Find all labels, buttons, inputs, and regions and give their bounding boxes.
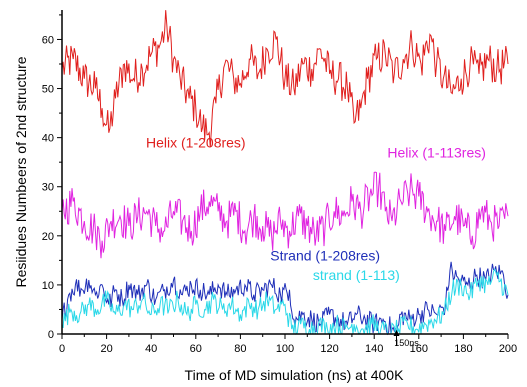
y-tick-label: 40 xyxy=(42,133,54,145)
y-axis-label: Resiidues Numbeers of 2nd structure xyxy=(13,56,29,287)
series-label-4: strand (1-113) xyxy=(313,267,400,283)
series-label-3: Strand (1-208res) xyxy=(270,247,380,263)
annotation-label: 150ns xyxy=(394,338,419,348)
y-tick-label: 30 xyxy=(42,182,54,194)
y-tick-label: 0 xyxy=(48,329,54,341)
series-label-1: Helix (1-208res) xyxy=(146,134,246,150)
x-tick-label: 200 xyxy=(499,343,517,355)
x-tick-label: 20 xyxy=(100,343,112,355)
x-tick-label: 0 xyxy=(59,343,65,355)
series-line-3 xyxy=(61,261,509,336)
series-line-2 xyxy=(61,171,509,259)
y-tick-label: 50 xyxy=(42,84,54,96)
axes: 0 20 40 60 80 100 120 140 160 180 200 0 10 20 30 40 50 60 xyxy=(42,10,517,355)
x-tick-label: 60 xyxy=(190,343,202,355)
x-axis-label: Time of MD simulation (ns) at 400K xyxy=(185,367,405,383)
x-tick-label: 180 xyxy=(454,343,472,355)
x-tick-label: 140 xyxy=(365,343,383,355)
x-tick-label: 160 xyxy=(410,343,428,355)
y-tick-label: 20 xyxy=(42,231,54,243)
labels: Helix (1-208res) Helix (1-113res) Strand (… xyxy=(146,134,486,348)
series-layer xyxy=(61,10,509,336)
series-line-4 xyxy=(61,267,509,335)
x-tick-label: 40 xyxy=(145,343,157,355)
series-label-2: Helix (1-113res) xyxy=(387,144,486,160)
x-tick-label: 120 xyxy=(320,343,338,355)
annotation-arrowhead xyxy=(393,330,400,336)
x-tick-label: 100 xyxy=(276,343,294,355)
y-tick-label: 60 xyxy=(42,34,54,46)
series-line-1 xyxy=(61,10,509,148)
y-tick-label: 10 xyxy=(42,280,54,292)
x-tick-label: 80 xyxy=(234,343,246,355)
